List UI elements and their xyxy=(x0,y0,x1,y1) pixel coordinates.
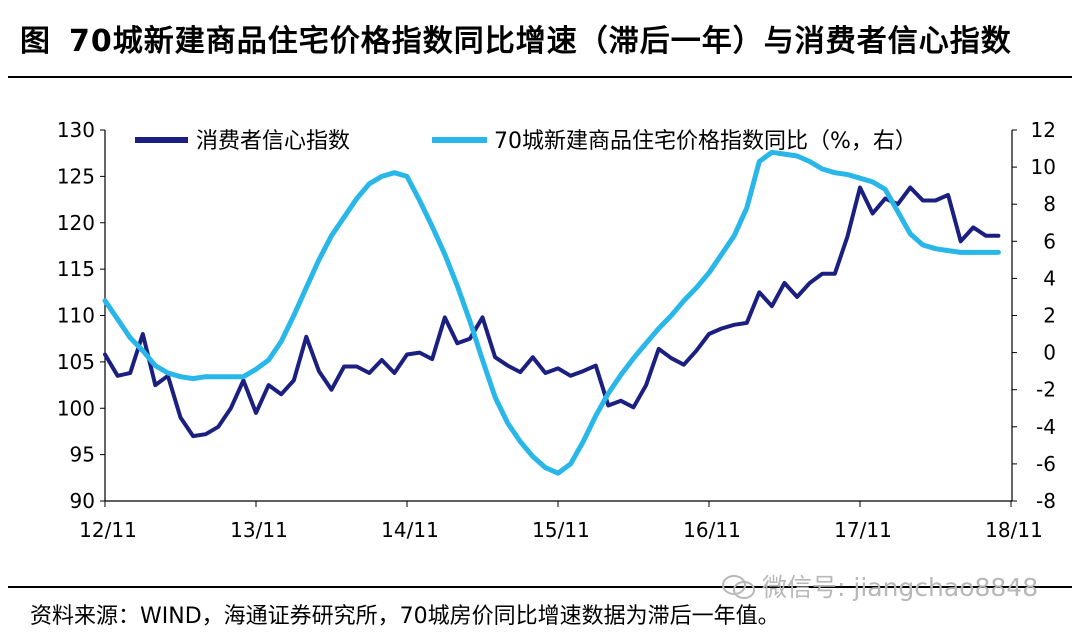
source-divider xyxy=(8,586,1072,588)
right-y-tick-label: -2 xyxy=(1036,378,1056,402)
left-y-tick-label: 125 xyxy=(57,164,95,188)
right-y-tick-label: -4 xyxy=(1036,415,1056,439)
series-line-home-price-yoy xyxy=(102,149,1001,476)
watermark-text: 微信号: jiangchao8848 xyxy=(762,573,1039,602)
x-tick-label: 17/11 xyxy=(834,518,892,542)
legend-label-consumer-confidence: 消费者信心指数 xyxy=(196,129,350,154)
left-y-tick-label: 115 xyxy=(57,257,95,281)
line-chart: 90 95 100 105 110 115 120 125 130 -8 -6 -4 -2 0 2 4 6 8 10… xyxy=(57,118,1056,542)
title-divider xyxy=(8,76,1072,78)
x-tick-label: 16/11 xyxy=(683,518,741,542)
series-line-consumer-confidence xyxy=(103,185,1001,439)
left-y-tick-label: 130 xyxy=(57,118,95,142)
source-note: 资料来源：WIND，海通证券研究所，70城房价同比增速数据为滞后一年值。 xyxy=(30,604,780,629)
right-y-tick-label: 0 xyxy=(1043,341,1056,365)
left-y-tick-label: 110 xyxy=(57,304,95,328)
figure-tag: 图 xyxy=(20,24,51,59)
right-y-tick-label: 12 xyxy=(1031,118,1056,142)
right-y-tick-label: -6 xyxy=(1036,452,1056,476)
x-tick-label: 18/11 xyxy=(985,518,1043,542)
wechat-icon xyxy=(722,575,755,599)
left-y-tick-label: 100 xyxy=(57,396,95,420)
right-y-tick-label: 6 xyxy=(1043,229,1056,253)
chart-title: 图 70城新建商品住宅价格指数同比增速（滞后一年）与消费者信心指数 xyxy=(20,16,1012,60)
x-tick-label: 14/11 xyxy=(381,518,439,542)
left-y-tick-label: 120 xyxy=(57,211,95,235)
right-y-tick-label: -8 xyxy=(1036,489,1056,513)
left-y-tick-label: 105 xyxy=(57,350,95,374)
x-tick-label: 12/11 xyxy=(79,518,137,542)
x-tick-label: 13/11 xyxy=(230,518,288,542)
right-y-tick-label: 4 xyxy=(1043,266,1056,290)
left-y-tick-label: 90 xyxy=(70,489,95,513)
legend-label-home-price-yoy: 70城新建商品住宅价格指数同比（%，右） xyxy=(494,129,917,154)
right-y-tick-label: 2 xyxy=(1043,304,1056,328)
x-tick-label: 15/11 xyxy=(532,518,590,542)
right-y-tick-label: 10 xyxy=(1031,155,1056,179)
right-y-tick-label: 8 xyxy=(1043,192,1056,216)
figure-title-text: 70城新建商品住宅价格指数同比增速（滞后一年）与消费者信心指数 xyxy=(69,24,1012,59)
watermark: 微信号: jiangchao8848 xyxy=(722,568,1038,604)
left-y-tick-label: 95 xyxy=(70,443,95,467)
